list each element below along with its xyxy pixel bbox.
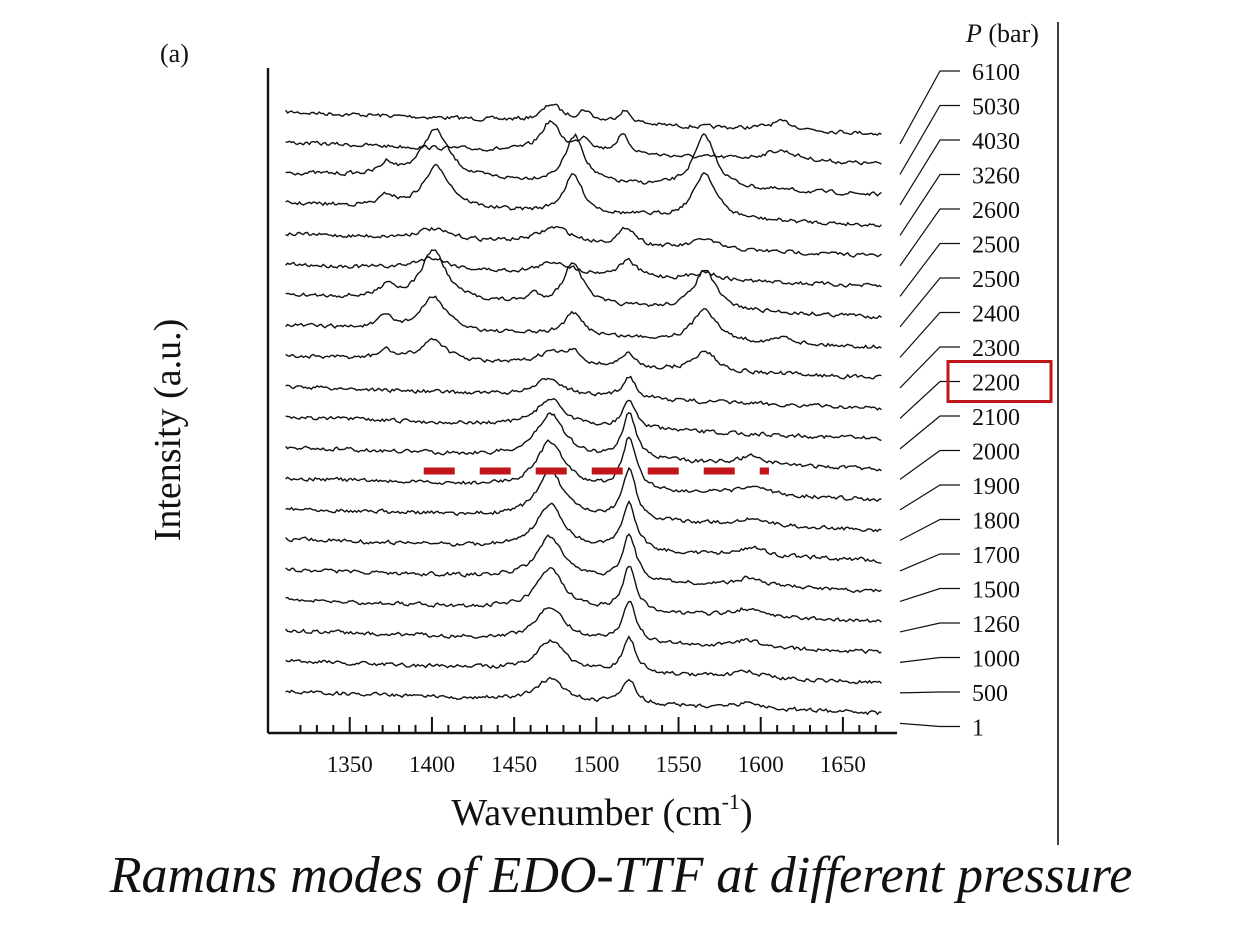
spectrum-line [285, 466, 882, 533]
legend-entry: 3260 [972, 164, 1020, 190]
legend-leader-line [899, 622, 960, 633]
legend-leader-line [899, 722, 960, 728]
legend-entry: 4030 [972, 129, 1020, 155]
x-tick-label: 1550 [656, 752, 702, 777]
x-tick-label: 1400 [409, 752, 455, 777]
legend-leader-line [899, 587, 960, 602]
legend-entry: 5030 [972, 95, 1020, 121]
spectrum-line [285, 375, 882, 411]
pressure-legend: 6100 5030 4030 3260 2600 2500 2500 2400 2300 2200… [899, 60, 1020, 742]
legend-entry: 1 [972, 716, 984, 742]
legend-entry: 2500 [972, 267, 1020, 293]
legend-leader-line [899, 656, 960, 663]
legend-leader-line [899, 691, 960, 694]
highlighted-pressure-box [946, 360, 1053, 403]
legend-entry: 1260 [972, 612, 1020, 638]
legend-leader-line [899, 449, 960, 480]
legend-entry: 2500 [972, 233, 1020, 259]
legend-entry: 6100 [972, 60, 1020, 86]
x-tick-label: 1350 [327, 752, 373, 777]
spectrum-line [285, 337, 882, 380]
legend-leader-line [899, 380, 960, 419]
legend-entry: 2600 [972, 198, 1020, 224]
spectrum-line [285, 249, 882, 320]
legend-leader-line [899, 173, 960, 236]
spectrum-line [285, 119, 882, 166]
legend-entry: 2300 [972, 336, 1020, 362]
legend-leader-line [899, 415, 960, 450]
legend-leader-line [899, 484, 960, 511]
x-axis-label: Wavenumber (cm-1) [451, 789, 752, 834]
spectrum-line [285, 500, 882, 564]
legend-leader-line [899, 311, 960, 358]
legend-leader-line [899, 139, 960, 206]
panel-label: (a) [160, 39, 189, 68]
spectrum-line [285, 295, 882, 349]
legend-leader-line [899, 242, 960, 297]
legend-leader-line [899, 553, 960, 572]
spectrum-line [285, 436, 882, 502]
legend-entry: 1500 [972, 578, 1020, 604]
spectrum-line [285, 565, 882, 623]
legend-entry: 2000 [972, 440, 1020, 466]
spectrum-line [285, 397, 882, 442]
legend-entry: 2400 [972, 302, 1020, 328]
legend-entry: 2100 [972, 405, 1020, 431]
spectrum-line [285, 163, 882, 228]
spectra-series [285, 103, 882, 716]
spectrum-line [285, 635, 882, 685]
spectrum-line [285, 676, 882, 716]
legend-entry: 500 [972, 681, 1008, 707]
legend-entry: 1700 [972, 543, 1020, 569]
spectrum-line [285, 256, 882, 288]
x-tick-label: 1650 [820, 752, 866, 777]
x-axis-ticks [299, 717, 877, 733]
legend-entry: 1000 [972, 647, 1020, 673]
spectrum-line [285, 128, 882, 197]
legend-entry: 1800 [972, 509, 1020, 535]
legend-leader-line [899, 208, 960, 267]
spectrum-line [285, 600, 882, 655]
legend-title: P (bar) [965, 19, 1039, 48]
legend-leader-line [899, 518, 960, 541]
spectrum-line [285, 533, 882, 594]
legend-leader-line [899, 104, 960, 175]
legend-leader-line [899, 277, 960, 328]
x-axis-tick-labels: 1350 1400 1450 1500 1550 1600 1650 [327, 752, 866, 777]
legend-entry: 1900 [972, 474, 1020, 500]
legend-entry: 2200 [972, 371, 1020, 397]
x-tick-label: 1450 [491, 752, 537, 777]
legend-leader-line [899, 70, 960, 145]
figure-caption: Ramans modes of EDO-TTF at different pre… [109, 847, 1133, 904]
spectrum-line [285, 225, 882, 258]
x-tick-label: 1500 [573, 752, 619, 777]
legend-leader-line [899, 346, 960, 389]
y-axis-label: Intensity (a.u.) [147, 319, 189, 542]
spectrum-line [285, 412, 882, 472]
spectrum-line [285, 103, 882, 136]
x-tick-label: 1600 [738, 752, 784, 777]
